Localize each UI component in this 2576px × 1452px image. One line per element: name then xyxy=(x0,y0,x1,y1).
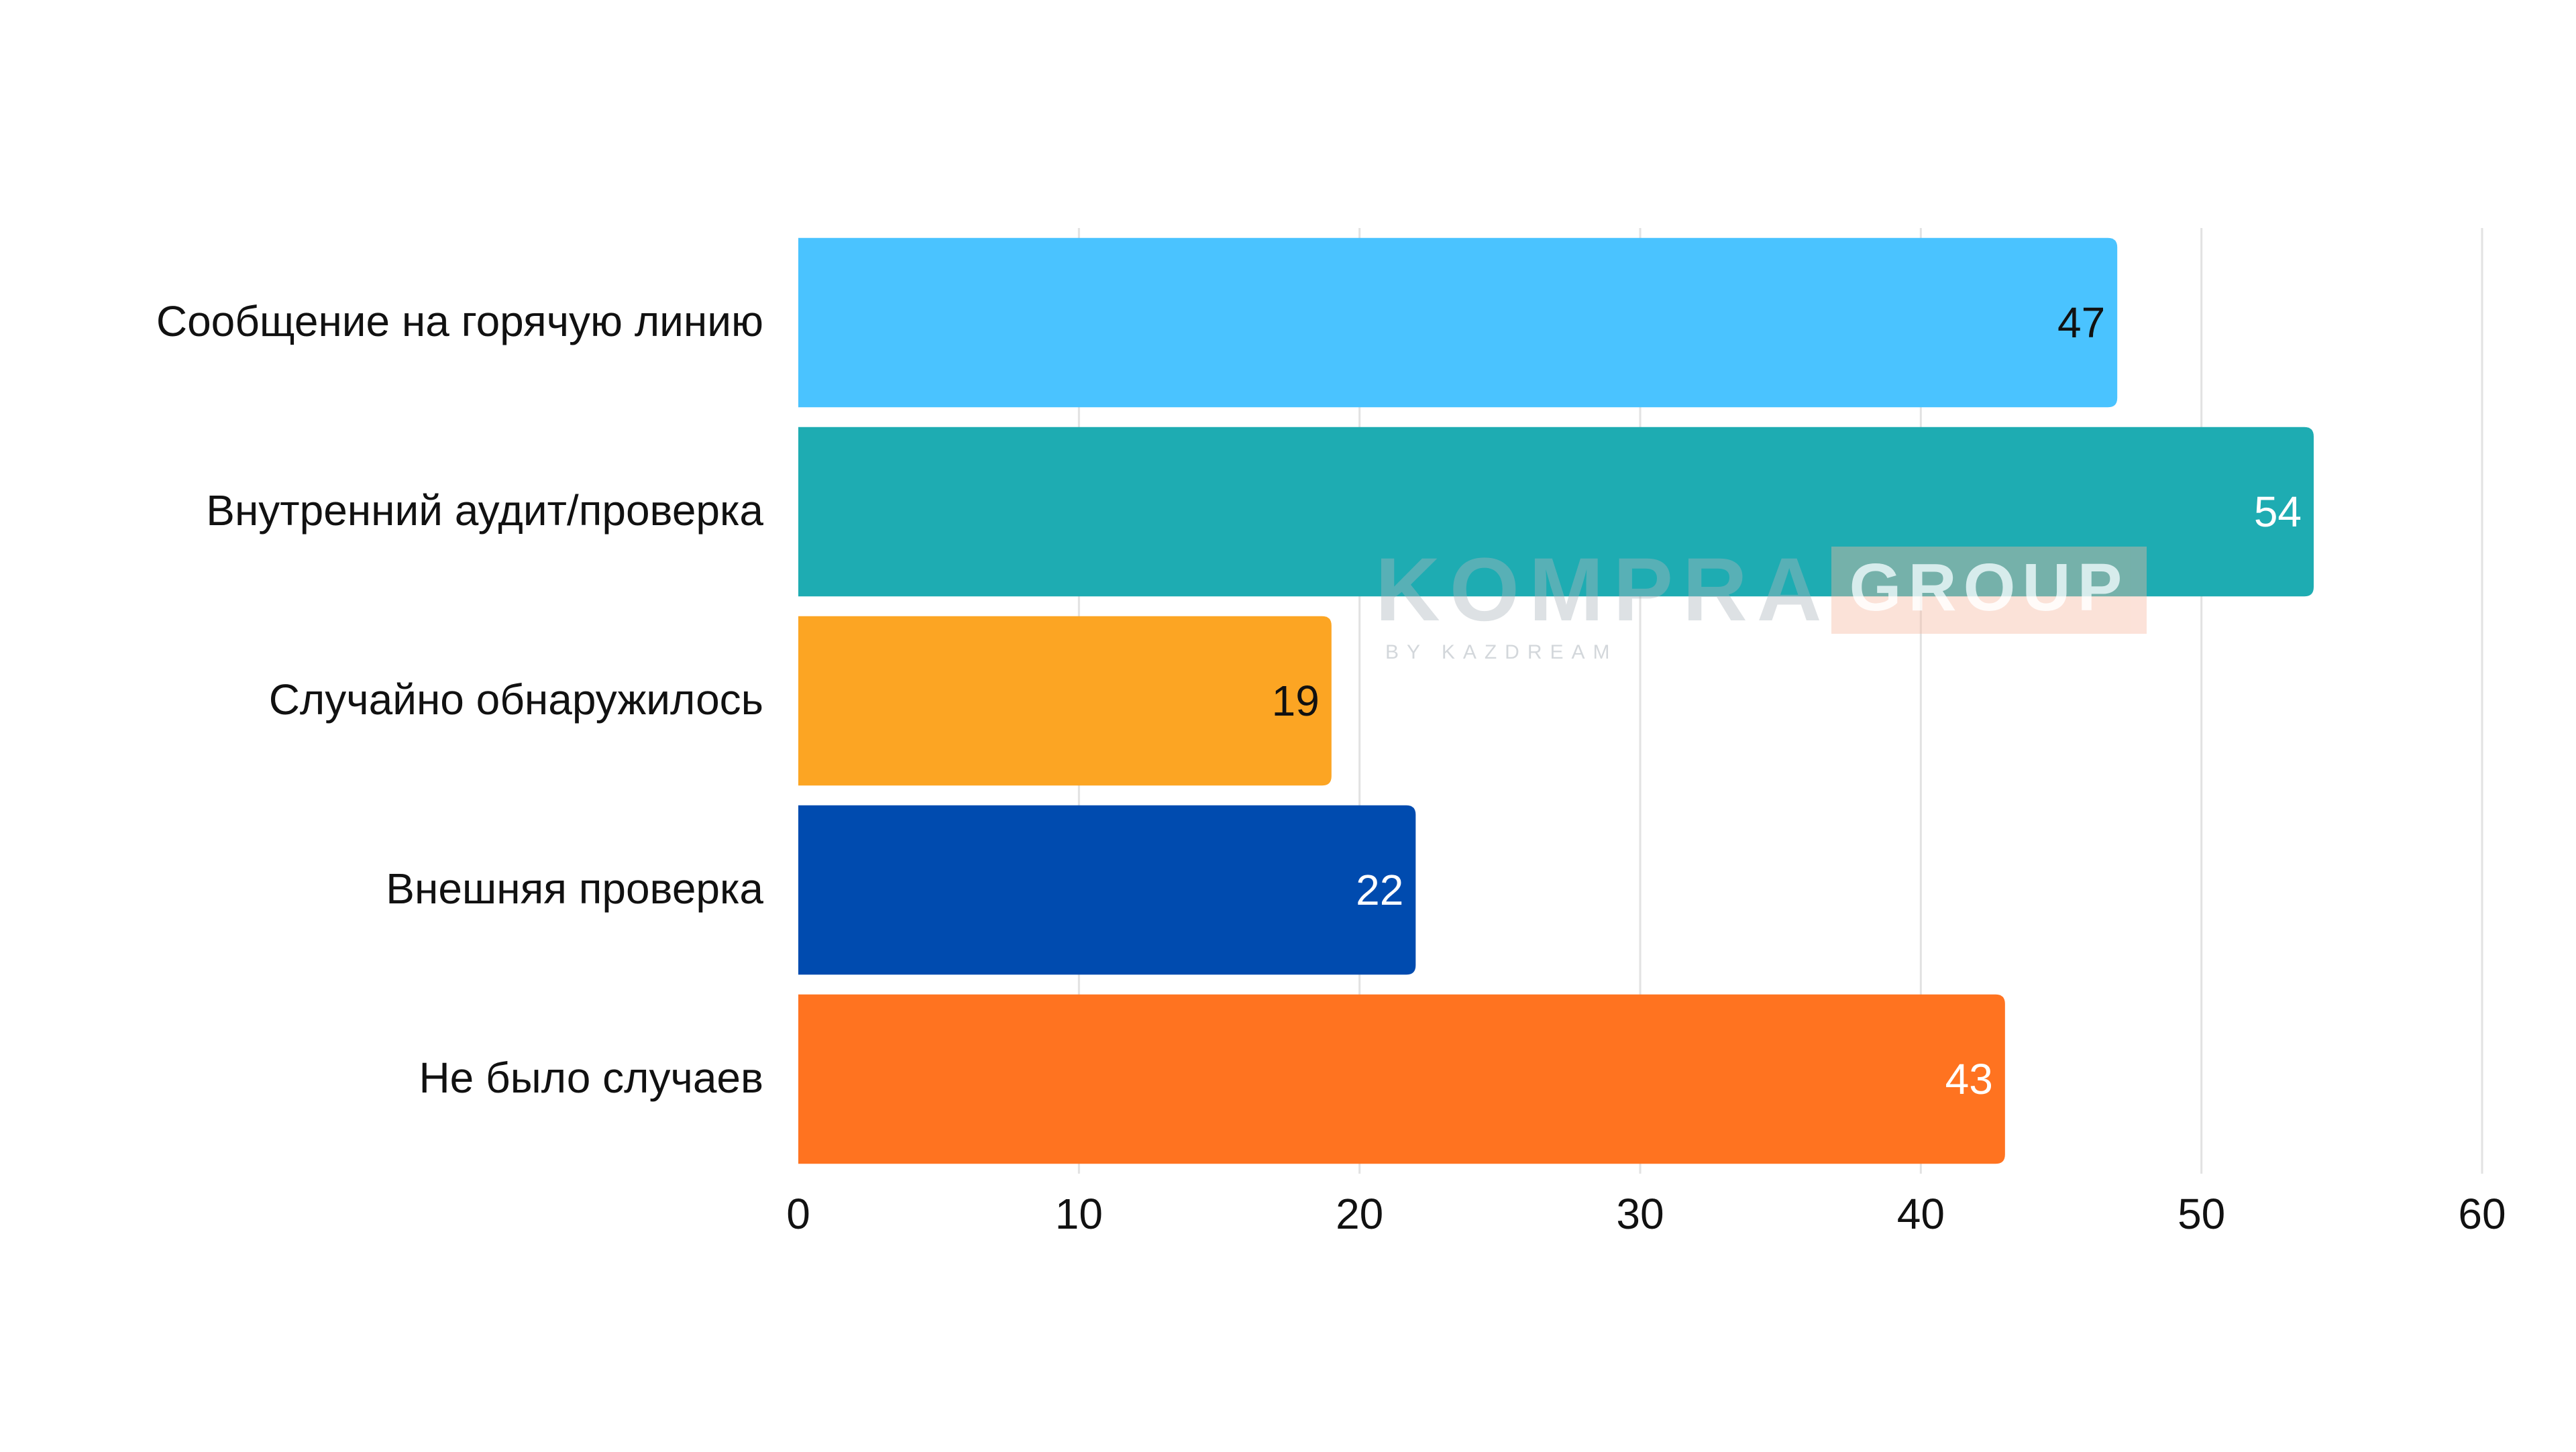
watermark-brand: KOMPRA xyxy=(1375,540,1831,640)
watermark-tagline: BY KAZDREAM xyxy=(1385,641,1618,663)
bar xyxy=(798,994,2005,1164)
data-label: 47 xyxy=(2057,298,2105,347)
category-label: Не было случаев xyxy=(419,1054,763,1102)
x-tick-label: 30 xyxy=(1616,1190,1664,1238)
data-label: 43 xyxy=(1945,1055,1993,1103)
data-label: 19 xyxy=(1272,677,1320,725)
watermark-group-text: GROUP xyxy=(1849,550,2129,625)
category-label: Случайно обнаружилось xyxy=(269,675,763,724)
category-label: Внешняя проверка xyxy=(386,864,763,913)
category-label: Внутренний аудит/проверка xyxy=(206,486,763,535)
data-label: 22 xyxy=(1356,866,1403,914)
bar xyxy=(798,237,2118,408)
bar xyxy=(798,805,1416,975)
watermark-group-box xyxy=(1831,547,2147,634)
x-tick-label: 0 xyxy=(786,1190,810,1238)
kompra-watermark: KOMPRA GROUP BY KAZDREAM xyxy=(1375,540,2147,663)
category-label: Сообщение на горячую линию xyxy=(156,297,763,345)
labels-layer: 0 10 20 30 40 50 60 47 Сообщение на горячую лини… xyxy=(156,297,2506,1238)
x-tick-label: 50 xyxy=(2178,1190,2225,1238)
data-label: 54 xyxy=(2254,488,2302,536)
bar xyxy=(798,616,1332,786)
x-tick-label: 40 xyxy=(1897,1190,1945,1238)
x-tick-label: 60 xyxy=(2458,1190,2506,1238)
bar xyxy=(798,427,2314,597)
bars-layer xyxy=(798,237,2314,1164)
x-tick-label: 10 xyxy=(1055,1190,1103,1238)
x-tick-label: 20 xyxy=(1336,1190,1383,1238)
